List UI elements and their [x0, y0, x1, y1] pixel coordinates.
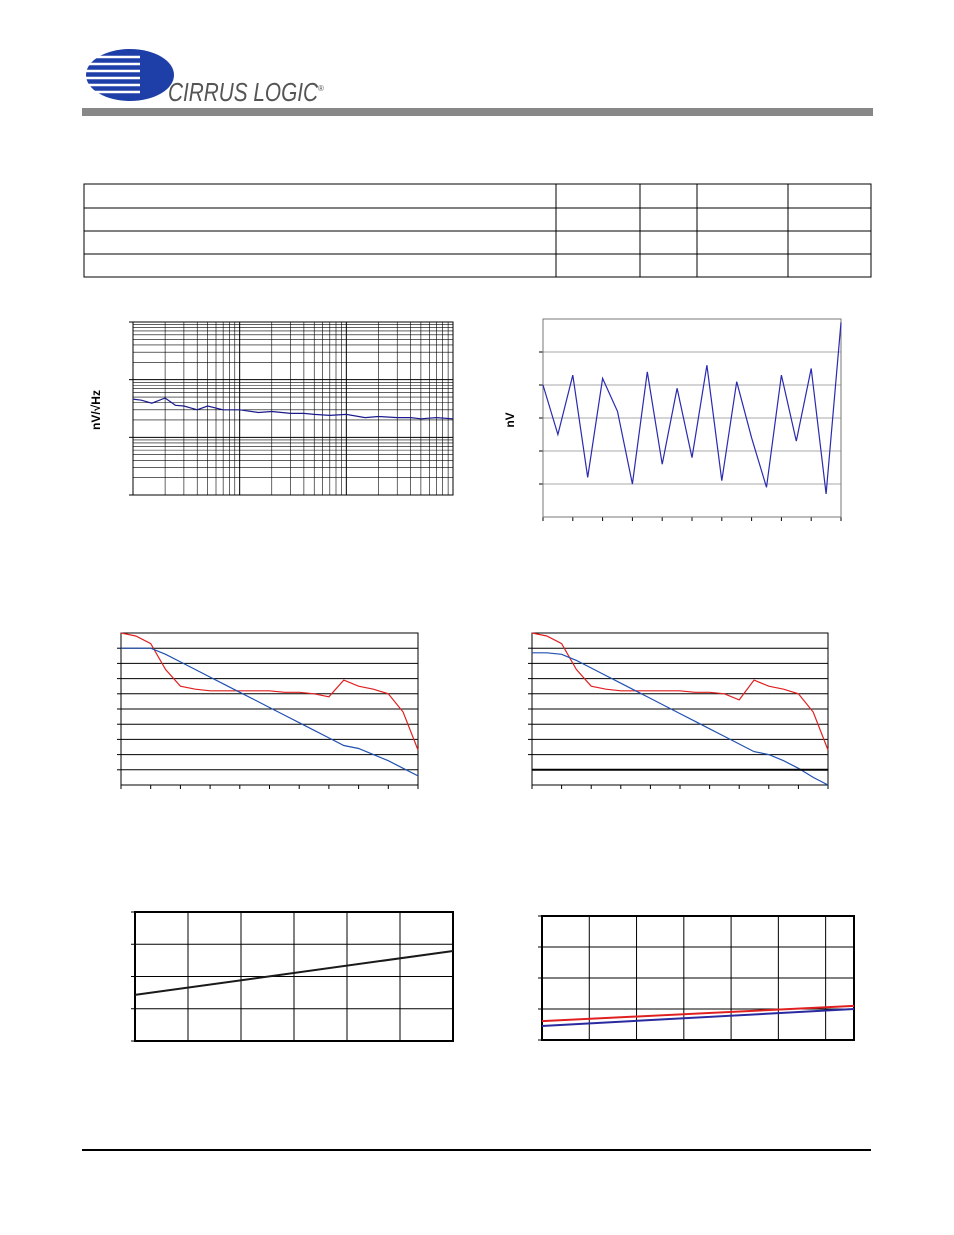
plot-frame	[531, 632, 829, 786]
logo-mark	[82, 49, 174, 101]
table	[83, 183, 872, 278]
chart	[131, 911, 454, 1042]
logo-registered: ®	[318, 84, 324, 93]
series-line	[134, 950, 454, 996]
series-line	[541, 1004, 855, 1023]
plot-frame	[542, 318, 842, 518]
series-line	[542, 322, 842, 494]
chart	[528, 632, 829, 789]
chart: nV	[503, 318, 842, 521]
series-line	[121, 647, 419, 777]
y-axis-label: nV	[503, 412, 517, 427]
chart	[117, 632, 419, 789]
series-line	[532, 652, 829, 786]
plot-frame	[120, 632, 419, 786]
plot-frame	[132, 321, 454, 496]
series-line	[531, 632, 829, 751]
chart: nV/√Hz	[89, 321, 454, 496]
plot-frame	[134, 911, 454, 1042]
chart	[538, 915, 855, 1041]
plot-frame	[541, 915, 855, 1041]
y-axis-label: nV/√Hz	[89, 390, 103, 430]
series-line	[120, 632, 419, 751]
header-bar	[82, 108, 873, 116]
footer-rule	[82, 1149, 871, 1151]
logo-text: CIRRUS LOGIC	[168, 77, 318, 107]
series-line	[132, 397, 454, 420]
series-line	[541, 1008, 855, 1027]
